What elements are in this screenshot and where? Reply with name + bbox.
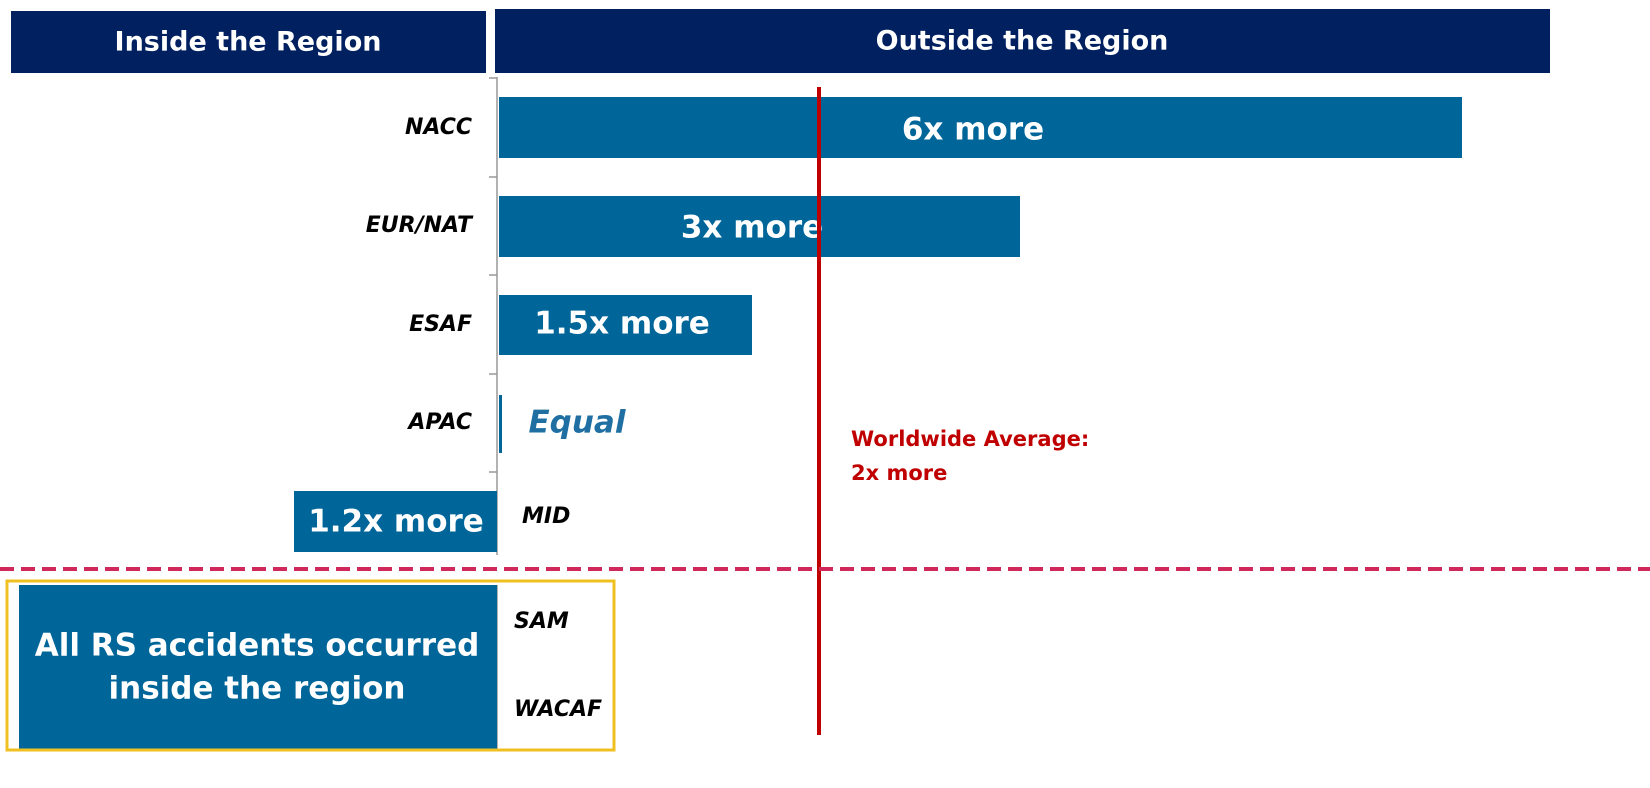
region-label: WACAF (514, 697, 602, 722)
region-label: ESAF (409, 312, 472, 337)
bar-label: 6x more (902, 112, 1044, 148)
inside-text: All RS accidents occurred (35, 628, 480, 664)
region-label: EUR/NAT (366, 213, 474, 238)
bar (499, 395, 502, 453)
average-text: 2x more (851, 461, 947, 485)
bar-label: Equal (529, 405, 626, 441)
region-label: APAC (406, 410, 472, 435)
region-label: SAM (514, 609, 569, 634)
bar (499, 196, 1020, 257)
header-inside (11, 11, 486, 73)
header-inside-text: Inside the Region (115, 27, 382, 58)
bar-label: 3x more (681, 210, 823, 246)
inside-box (19, 585, 497, 750)
header-outside (495, 9, 1550, 73)
bar (294, 491, 497, 552)
region-label: NACC (405, 115, 472, 140)
highlight-box (5, 579, 616, 752)
average-text: Worldwide Average: (851, 427, 1089, 451)
inside-text: inside the region (109, 671, 406, 707)
bar (499, 97, 1462, 158)
region-label: MID (522, 504, 570, 529)
bar-label: 1.5x more (534, 306, 710, 342)
header-outside-text: Outside the Region (876, 26, 1169, 57)
bar (499, 295, 752, 355)
bar-label: 1.2x more (308, 504, 484, 540)
